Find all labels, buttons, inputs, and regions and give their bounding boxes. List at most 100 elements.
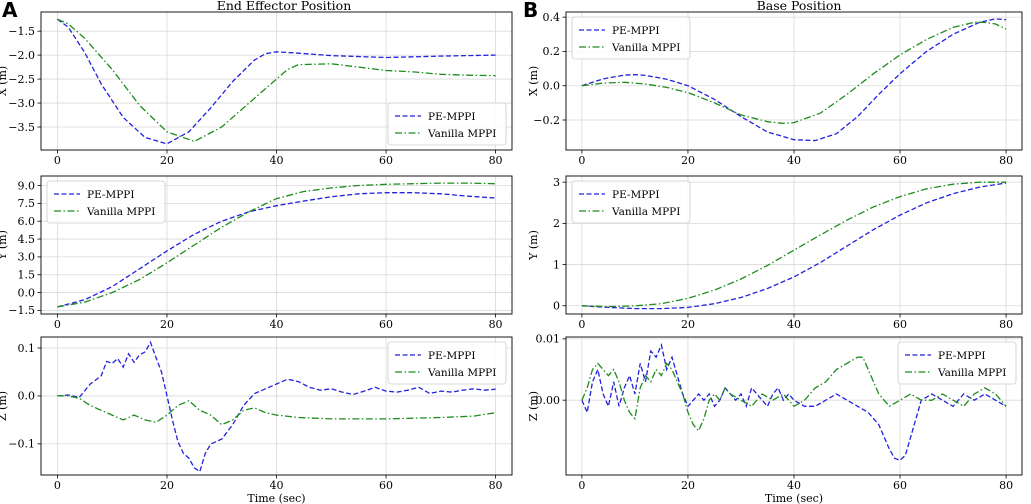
x-tick-label: 40 xyxy=(270,318,284,331)
y-axis-label: Y (m) xyxy=(527,230,540,261)
x-tick-label: 20 xyxy=(681,318,695,331)
panel-a-letter: A xyxy=(2,0,18,22)
x-tick-label: 80 xyxy=(999,154,1013,167)
x-tick-label: 80 xyxy=(489,318,503,331)
y-tick-label: 0 xyxy=(553,300,560,313)
series-line-pe-mppi xyxy=(57,192,496,308)
legend-box xyxy=(897,341,1017,385)
axes-frame xyxy=(40,175,513,315)
y-tick-label: 6.0 xyxy=(18,215,36,228)
x-tick-label: 80 xyxy=(999,318,1013,331)
x-tick-label: 80 xyxy=(999,479,1013,492)
x-tick-label: 40 xyxy=(270,154,284,167)
legend-label: Vanilla MPPI xyxy=(86,206,155,218)
x-tick-label: 60 xyxy=(379,479,393,492)
legend-label: PE-MPPI xyxy=(428,111,476,123)
chart-3: 0 20 40 60 80 0.4 0.2 0.0 −0.2 X (m) PE-MPPI Vanill… xyxy=(527,11,1023,167)
axes-frame xyxy=(565,336,1023,476)
axes-frame xyxy=(40,11,513,151)
y-tick-label: 0.01 xyxy=(536,333,561,346)
legend-label: PE-MPPI xyxy=(612,189,660,201)
y-tick-label: −0.2 xyxy=(533,114,560,127)
y-axis-label: Z (m) xyxy=(527,391,540,421)
x-axis-label: Time (sec) xyxy=(247,492,305,504)
legend-label: Vanilla MPPI xyxy=(427,367,496,379)
legend-label: Vanilla MPPI xyxy=(611,206,680,218)
legend: PE-MPPI Vanilla MPPI xyxy=(387,341,507,385)
x-tick-label: 80 xyxy=(489,479,503,492)
y-tick-label: −2.0 xyxy=(8,49,35,62)
x-tick-label: 20 xyxy=(160,318,174,331)
y-tick-label: 2 xyxy=(553,217,560,230)
y-tick-label: 1.5 xyxy=(18,269,36,282)
legend: PE-MPPI Vanilla MPPI xyxy=(387,102,507,146)
x-tick-label: 40 xyxy=(787,154,801,167)
legend-box xyxy=(571,180,691,224)
chart-5: 0 20 40 60 80 0.01 0.00Z (m) Time (sec) PE-MPPI V… xyxy=(527,333,1023,504)
legend-box xyxy=(46,180,166,224)
y-tick-label: 0.0 xyxy=(18,390,36,403)
y-tick-label: 0.0 xyxy=(543,80,561,93)
y-tick-label: −2.5 xyxy=(8,73,35,86)
legend-label: Vanilla MPPI xyxy=(937,367,1006,379)
series-line-vanilla-mppi xyxy=(57,182,496,308)
legend-label: PE-MPPI xyxy=(612,25,660,37)
x-tick-label: 60 xyxy=(893,479,907,492)
legend: PE-MPPI Vanilla MPPI xyxy=(897,341,1017,385)
y-tick-label: 9.0 xyxy=(18,179,36,192)
panel-a-title: End Effector Position xyxy=(217,0,352,13)
series-line-vanilla-mppi xyxy=(581,356,1007,433)
x-tick-label: 0 xyxy=(578,479,585,492)
y-tick-label: 0.0 xyxy=(18,286,36,299)
y-tick-label: 1 xyxy=(553,258,560,271)
x-tick-label: 60 xyxy=(893,154,907,167)
y-tick-label: 0.4 xyxy=(543,11,561,24)
x-tick-label: 40 xyxy=(787,318,801,331)
legend-box xyxy=(387,341,507,385)
y-tick-label: 3 xyxy=(553,176,560,189)
axes-frame xyxy=(565,175,1023,315)
series-line-vanilla-mppi xyxy=(581,181,1007,308)
legend: PE-MPPI Vanilla MPPI xyxy=(571,180,691,224)
y-axis-label: Z (m) xyxy=(0,391,9,421)
y-tick-label: 3.0 xyxy=(18,251,36,264)
series-line-vanilla-mppi xyxy=(581,21,1007,125)
y-tick-label: −1.5 xyxy=(8,304,35,317)
x-tick-label: 40 xyxy=(787,479,801,492)
x-tick-label: 60 xyxy=(893,318,907,331)
legend: PE-MPPI Vanilla MPPI xyxy=(46,180,166,224)
x-tick-label: 0 xyxy=(578,154,585,167)
chart-0: 0 20 40 60 80 −1.5 −2.0 −2.5 −3.0 −3.5 X (m) PE-MPP… xyxy=(0,11,513,167)
legend-box xyxy=(571,16,691,60)
panel-b-title: Base Position xyxy=(757,0,842,13)
x-tick-label: 20 xyxy=(681,154,695,167)
x-tick-label: 0 xyxy=(54,479,61,492)
x-tick-label: 0 xyxy=(54,318,61,331)
chart-2: 0 20 40 60 80 0.1 0.0 −0.1 Z (m) Time (sec) PE-MPP… xyxy=(0,336,513,504)
series-line-vanilla-mppi xyxy=(57,18,496,143)
x-tick-label: 80 xyxy=(489,154,503,167)
x-tick-label: 60 xyxy=(379,318,393,331)
x-tick-label: 20 xyxy=(160,154,174,167)
legend-label: Vanilla MPPI xyxy=(611,42,680,54)
legend-label: PE-MPPI xyxy=(87,189,135,201)
legend-label: Vanilla MPPI xyxy=(427,128,496,140)
chart-1: 0 20 40 60 80 9.0 7.5 6.0 4.5 3.0 1.5 0.0 −1.5 Y (m) P… xyxy=(0,175,513,331)
x-tick-label: 0 xyxy=(54,154,61,167)
axes-frame xyxy=(565,11,1023,151)
panel-b-letter: B xyxy=(523,0,538,22)
y-tick-label: 7.5 xyxy=(18,197,36,210)
chart-4: 0 20 40 60 80 3 2 1 0 Y (m) PE-MPPI Vanilla MPPI xyxy=(527,175,1023,331)
series-line-vanilla-mppi xyxy=(57,395,496,426)
legend-box xyxy=(387,102,507,146)
legend-label: PE-MPPI xyxy=(428,350,476,362)
x-tick-label: 0 xyxy=(578,318,585,331)
series-line-pe-mppi xyxy=(57,340,496,473)
legend-label: PE-MPPI xyxy=(938,350,986,362)
axes-frame xyxy=(40,336,513,476)
x-axis-label: Time (sec) xyxy=(765,492,823,504)
y-tick-label: −0.1 xyxy=(8,438,35,451)
legend: PE-MPPI Vanilla MPPI xyxy=(571,16,691,60)
